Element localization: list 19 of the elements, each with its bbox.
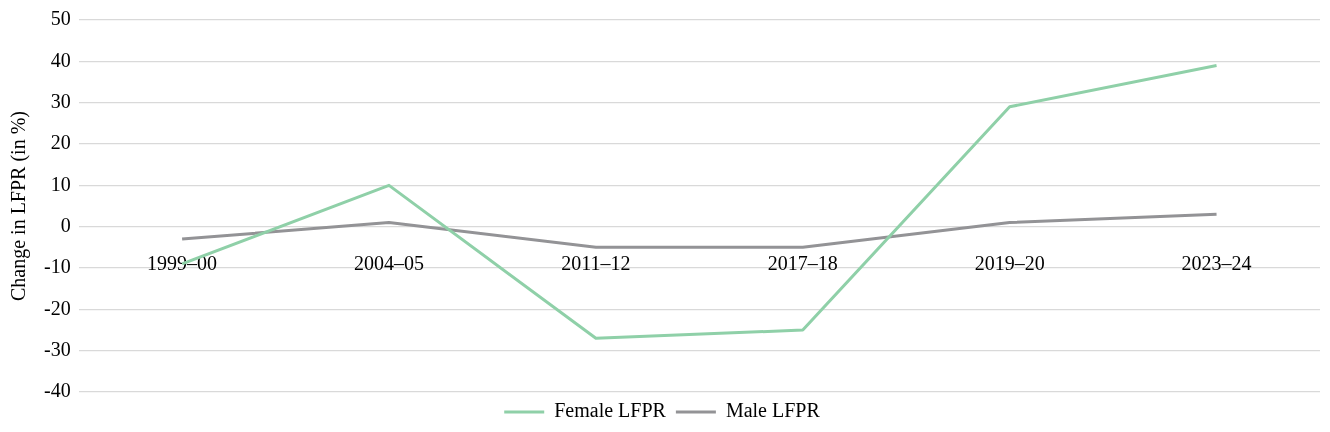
y-tick-label: -30 — [43, 337, 71, 360]
y-tick-label: 20 — [50, 131, 71, 154]
x-tick-label: 2017–18 — [767, 251, 838, 274]
x-tick-label: 2023–24 — [1181, 251, 1252, 274]
x-tick-label: 2011–12 — [561, 251, 631, 274]
y-axis-title: Change in LFPR (in %) — [7, 111, 31, 301]
legend-label: Female LFPR — [554, 399, 667, 422]
y-tick-label: -40 — [43, 379, 71, 402]
x-tick-label: 1999–00 — [147, 251, 218, 274]
y-tick-label: 40 — [50, 48, 71, 71]
legend-label: Male LFPR — [725, 399, 821, 422]
y-tick-label: 50 — [50, 7, 71, 30]
x-tick-label: 2004–05 — [354, 251, 424, 274]
y-tick-label: 0 — [60, 213, 71, 236]
y-tick-label: -20 — [43, 296, 71, 319]
x-tick-label: 2019–20 — [974, 251, 1045, 274]
y-tick-label: -10 — [43, 255, 71, 278]
y-tick-label: 30 — [50, 89, 71, 112]
y-tick-label: 10 — [50, 172, 71, 195]
